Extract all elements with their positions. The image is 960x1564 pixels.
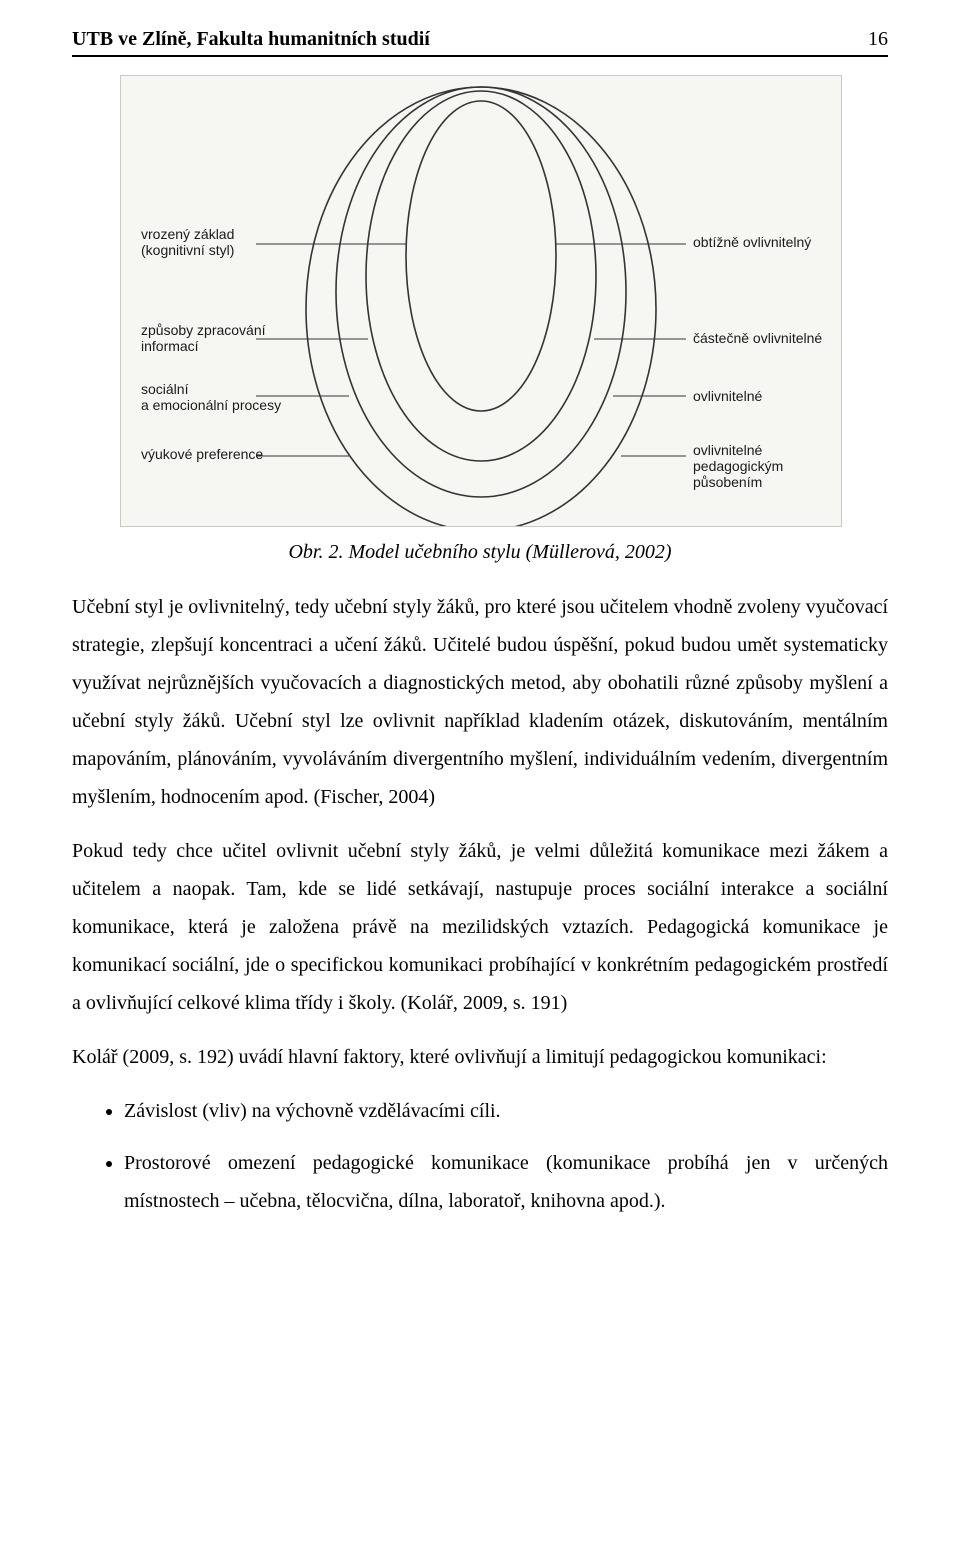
diagram-label-left-ring3: sociálnía emocionální procesy <box>141 381 281 413</box>
figure-box: vrozený základ(kognitivní styl) způsoby z… <box>120 75 842 527</box>
bullet-list: Závislost (vliv) na výchovně vzdělávacím… <box>72 1092 888 1220</box>
bullet-item-2: Prostorové omezení pedagogické komunikac… <box>124 1144 888 1220</box>
diagram-label-right-ring2: částečně ovlivnitelné <box>693 330 822 346</box>
ellipse-ring4 <box>306 87 656 526</box>
ellipse-ring2 <box>366 91 596 461</box>
figure-caption: Obr. 2. Model učebního stylu (Müllerová,… <box>120 541 840 564</box>
ellipse-ring3 <box>336 87 626 497</box>
paragraph-1: Učební styl je ovlivnitelný, tedy učební… <box>72 588 888 816</box>
header-title: UTB ve Zlíně, Fakulta humanitních studií <box>72 28 430 51</box>
document-page: UTB ve Zlíně, Fakulta humanitních studií… <box>0 0 960 1564</box>
diagram-label-right-ring4: ovlivnitelné pedagogickýmpůsobením <box>693 442 841 490</box>
bullet-item-1: Závislost (vliv) na výchovně vzdělávacím… <box>124 1092 888 1130</box>
page-header: UTB ve Zlíně, Fakulta humanitních studií… <box>72 28 888 57</box>
paragraph-2: Pokud tedy chce učitel ovlivnit učební s… <box>72 832 888 1022</box>
figure-container: vrozený základ(kognitivní styl) způsoby z… <box>120 75 840 564</box>
page-number: 16 <box>868 28 888 51</box>
ellipse-core <box>406 101 556 411</box>
diagram-label-left-ring4: výukové preference <box>141 446 263 462</box>
diagram-label-right-ring3: ovlivnitelné <box>693 388 762 404</box>
diagram-label-right-core: obtížně ovlivnitelný <box>693 234 811 250</box>
paragraph-3: Kolář (2009, s. 192) uvádí hlavní faktor… <box>72 1038 888 1076</box>
diagram-label-left-ring2: způsoby zpracováníinformací <box>141 322 266 354</box>
diagram-label-left-core: vrozený základ(kognitivní styl) <box>141 226 234 258</box>
